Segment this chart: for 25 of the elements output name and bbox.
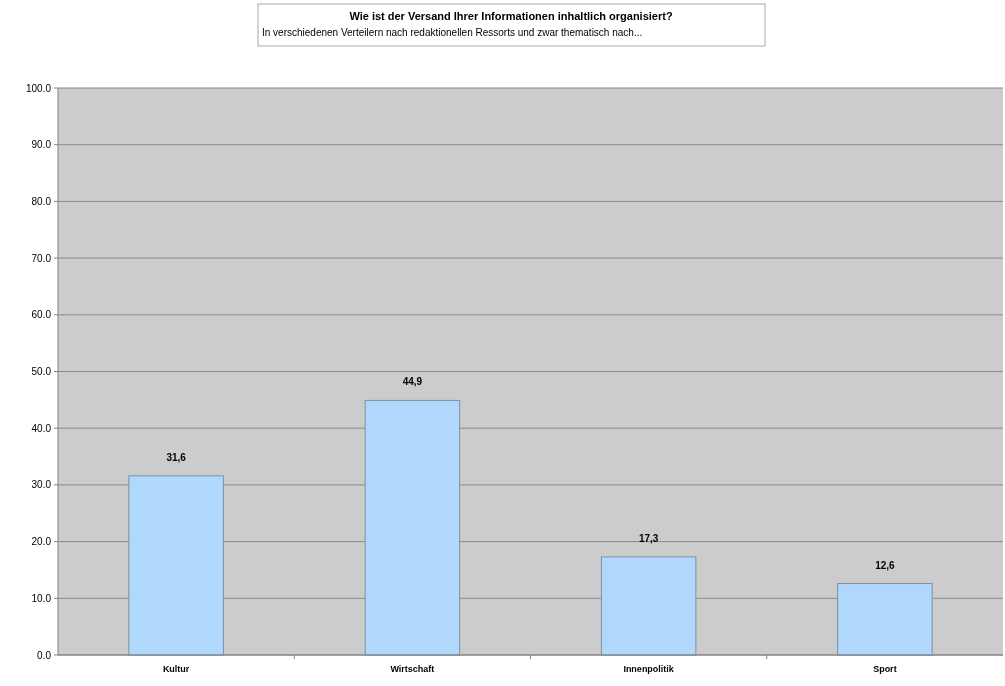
x-tick-label: Innenpolitik xyxy=(623,664,675,674)
data-label: 12,6 xyxy=(875,559,896,571)
y-tick-label: 100.0 xyxy=(25,82,52,94)
y-tick-label: 70.0 xyxy=(31,252,52,264)
x-tick-label: Wirtschaft xyxy=(390,664,435,674)
y-tick-label: 20.0 xyxy=(31,536,52,548)
bar xyxy=(128,475,224,656)
bar xyxy=(364,399,461,656)
chart-title: Wie ist der Versand Ihrer Informationen inhaltlich organisiert? xyxy=(349,10,673,22)
chart-subtitle: In verschiedenen Verteilern nach redaktionellen Ressorts und zwar thematisch nach... xyxy=(262,27,643,38)
y-tick-label: 30.0 xyxy=(31,479,52,491)
y-tick-label: 10.0 xyxy=(31,592,52,604)
x-tick-label: Kultur xyxy=(162,664,190,674)
data-label: 31,6 xyxy=(166,451,187,463)
data-label: 17,3 xyxy=(638,532,659,544)
bar xyxy=(837,583,933,656)
data-label: 44,9 xyxy=(402,376,423,388)
y-tick-label: 40.0 xyxy=(31,422,52,434)
y-tick-label: 80.0 xyxy=(31,195,52,207)
y-tick-label: 60.0 xyxy=(31,309,52,321)
y-tick-label: 90.0 xyxy=(31,139,52,151)
bar xyxy=(600,556,697,656)
y-tick-label: 0.0 xyxy=(37,649,52,661)
y-tick-label: 50.0 xyxy=(31,366,52,377)
x-tick-label: Sport xyxy=(873,664,897,674)
